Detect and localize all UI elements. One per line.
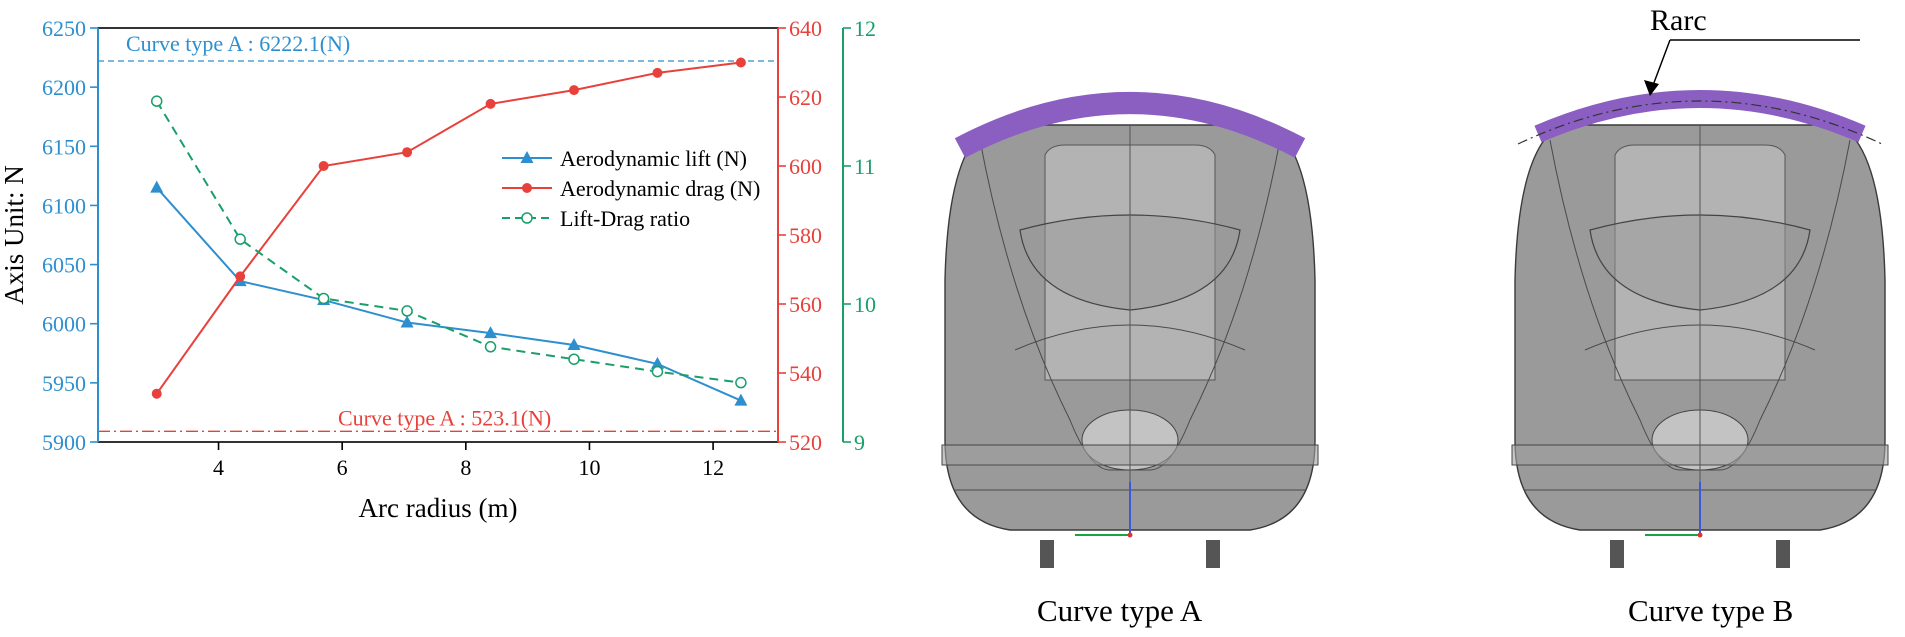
caption-curve-type-b: Curve type B bbox=[1628, 593, 1794, 628]
point-aerodynamic-lift-n-7 bbox=[650, 356, 664, 369]
train-front-view-curve-a bbox=[941, 92, 1319, 568]
rarc-arrow-line bbox=[1651, 39, 1671, 89]
left-support-leg bbox=[1610, 540, 1624, 568]
right-ratio-tick-label-9: 9 bbox=[854, 430, 865, 455]
point-lift-drag-ratio-3 bbox=[317, 292, 330, 305]
axis-gizmo-origin bbox=[1697, 532, 1703, 538]
right-drag-tick-label-540: 540 bbox=[789, 361, 822, 386]
point-lift-drag-ratio-5 bbox=[484, 341, 497, 353]
x-tick-label-10: 10 bbox=[578, 455, 600, 480]
point-aerodynamic-drag-n-3 bbox=[318, 161, 329, 171]
right-drag-tick-label-600: 600 bbox=[789, 154, 822, 179]
point-lift-drag-ratio-6 bbox=[568, 353, 580, 365]
point-lift-drag-ratio-8 bbox=[735, 376, 747, 389]
rarc-arrow-head bbox=[1644, 80, 1659, 96]
series-line-aerodynamic-drag-n bbox=[155, 61, 742, 395]
right-ratio-tick-label-10: 10 bbox=[854, 292, 876, 317]
series-lift-drag-ratio bbox=[150, 95, 747, 389]
x-axis-title: Arc radius (m) bbox=[359, 493, 518, 523]
reference-line-label-1: Curve type A : 6222.1(N) bbox=[126, 31, 350, 56]
train-front-view-curve-b: Rarc bbox=[1511, 4, 1889, 568]
arc-centerline-b bbox=[1517, 100, 1883, 145]
reference-line-label-2: Curve type A : 523.1(N) bbox=[338, 405, 551, 430]
point-aerodynamic-lift-n-4 bbox=[400, 315, 414, 328]
point-aerodynamic-lift-n-8 bbox=[734, 393, 748, 406]
legend-entry-aerodynamic-lift-n: Aerodynamic lift (N) bbox=[502, 146, 747, 171]
legend-entry-aerodynamic-drag-n: Aerodynamic drag (N) bbox=[502, 176, 760, 201]
train-body-group bbox=[941, 124, 1319, 568]
legend-label-aerodynamic-lift-n: Aerodynamic lift (N) bbox=[560, 146, 747, 171]
series-aerodynamic-drag-n bbox=[151, 57, 746, 399]
rarc-label: Rarc bbox=[1650, 4, 1707, 37]
point-aerodynamic-drag-n-8 bbox=[735, 57, 746, 68]
axis-gizmo-origin bbox=[1127, 532, 1133, 538]
right-drag-tick-label-520: 520 bbox=[789, 430, 822, 455]
reference-lines: Curve type A : 6222.1(N) Curve type A : 5… bbox=[98, 31, 778, 432]
point-lift-drag-ratio-1 bbox=[150, 95, 163, 107]
point-aerodynamic-drag-n-5 bbox=[485, 98, 496, 109]
legend-marker-lift-drag-ratio bbox=[521, 212, 533, 224]
right-drag-tick-label-620: 620 bbox=[789, 85, 822, 110]
point-lift-drag-ratio-2 bbox=[234, 233, 246, 245]
caption-curve-type-a: Curve type A bbox=[1037, 593, 1203, 628]
x-tick-label-6: 6 bbox=[337, 455, 348, 480]
data-series bbox=[150, 57, 748, 406]
point-aerodynamic-drag-n-1 bbox=[151, 388, 162, 399]
y-axis-title: Axis Unit: N bbox=[0, 165, 29, 305]
left-y-tick-label-6000: 6000 bbox=[42, 312, 86, 337]
left-support-leg bbox=[1040, 540, 1054, 568]
left-y-tick-label-6200: 6200 bbox=[42, 75, 86, 100]
train-body-group bbox=[1511, 124, 1889, 568]
arc-roof-b bbox=[1534, 90, 1866, 143]
arc-roof-a bbox=[954, 92, 1306, 158]
point-lift-drag-ratio-7 bbox=[651, 365, 664, 378]
point-aerodynamic-lift-n-5 bbox=[484, 326, 498, 339]
legend-label-aerodynamic-drag-n: Aerodynamic drag (N) bbox=[560, 176, 760, 201]
right-ratio-tick-label-12: 12 bbox=[854, 16, 876, 41]
legend-marker-aerodynamic-drag-n bbox=[522, 183, 532, 193]
right-support-leg bbox=[1206, 540, 1220, 568]
point-aerodynamic-lift-n-1 bbox=[150, 180, 164, 193]
left-y-tick-label-5900: 5900 bbox=[42, 430, 86, 455]
legend-entry-lift-drag-ratio: Lift-Drag ratio bbox=[502, 206, 690, 231]
series-line-lift-drag-ratio bbox=[155, 100, 742, 384]
left-y-tick-label-6050: 6050 bbox=[42, 253, 86, 278]
point-aerodynamic-drag-n-7 bbox=[652, 67, 663, 78]
x-tick-label-8: 8 bbox=[460, 455, 471, 480]
right-drag-tick-label-640: 640 bbox=[789, 16, 822, 41]
legend: Aerodynamic lift (N) Aerodynamic drag (N)… bbox=[502, 146, 760, 231]
left-y-tick-label-6150: 6150 bbox=[42, 134, 86, 159]
point-aerodynamic-drag-n-6 bbox=[569, 85, 579, 96]
left-y-tick-label-6250: 6250 bbox=[42, 16, 86, 41]
right-drag-tick-label-560: 560 bbox=[789, 292, 822, 317]
right-ratio-tick-label-11: 11 bbox=[854, 154, 875, 179]
x-tick-label-12: 12 bbox=[702, 455, 724, 480]
legend-marker-aerodynamic-lift-n bbox=[520, 151, 534, 163]
point-aerodynamic-drag-n-4 bbox=[402, 147, 413, 158]
x-tick-label-4: 4 bbox=[213, 455, 224, 480]
point-aerodynamic-drag-n-2 bbox=[235, 271, 246, 282]
left-y-tick-label-5950: 5950 bbox=[42, 371, 86, 396]
left-y-tick-label-6100: 6100 bbox=[42, 193, 86, 218]
right-drag-tick-label-580: 580 bbox=[789, 223, 822, 248]
right-support-leg bbox=[1776, 540, 1790, 568]
legend-label-lift-drag-ratio: Lift-Drag ratio bbox=[560, 206, 690, 231]
point-lift-drag-ratio-4 bbox=[401, 305, 413, 317]
point-aerodynamic-lift-n-6 bbox=[567, 338, 581, 351]
axes: 5900 5950 6000 6050 6100 6150 6200 6250 Axis Uni… bbox=[0, 16, 876, 523]
